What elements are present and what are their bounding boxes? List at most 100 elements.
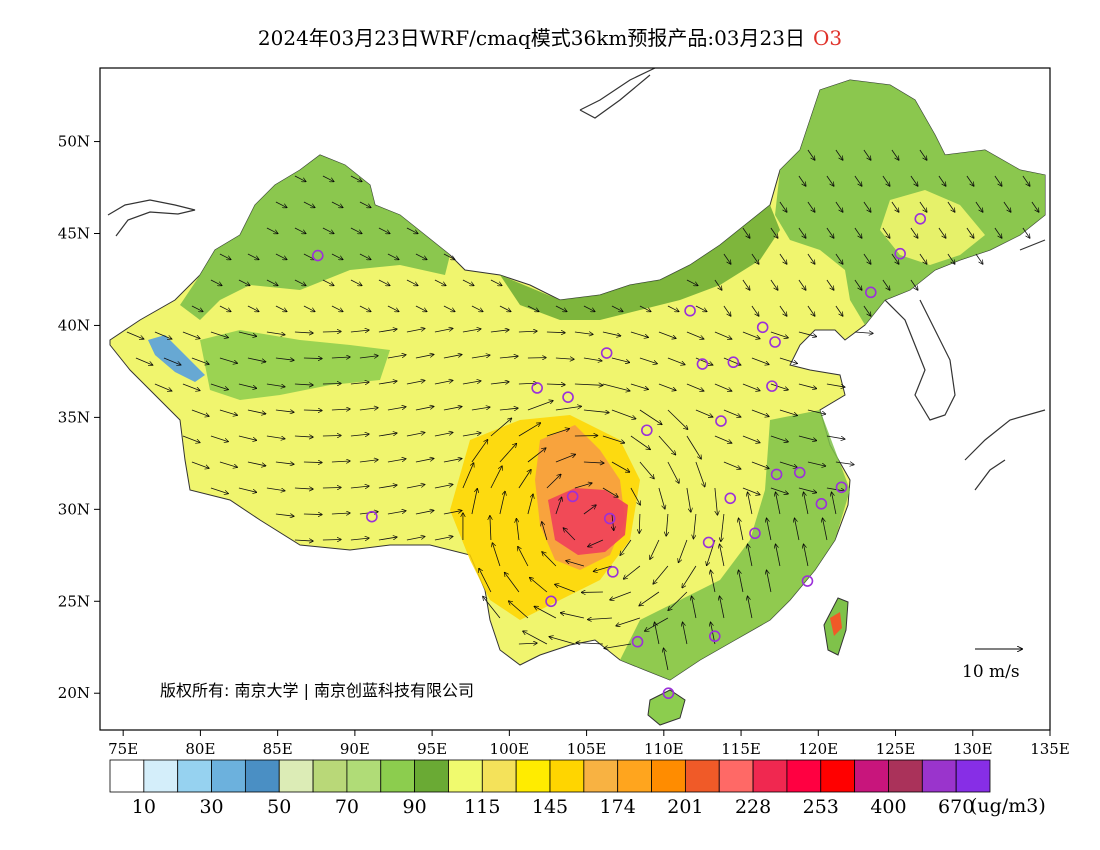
wind-vector — [322, 383, 341, 384]
wind-vector — [294, 332, 313, 333]
wind-vector — [518, 470, 531, 489]
lon-tick-label: 130E — [953, 740, 993, 758]
wind-vector — [294, 175, 306, 181]
station-marker — [769, 336, 781, 348]
wind-vector — [639, 461, 654, 479]
wind-vector — [826, 227, 834, 238]
wind-vector — [322, 331, 341, 332]
wind-vector — [303, 462, 322, 463]
wind-vector — [303, 514, 322, 515]
lat-tick-label: 30N — [58, 500, 90, 518]
wind-vector — [534, 606, 557, 619]
wind-vector — [882, 279, 890, 290]
lat-tick-label: 40N — [58, 316, 90, 334]
colorbar-swatch — [481, 759, 517, 793]
wind-vector-field — [126, 149, 1039, 671]
wind-vector — [807, 201, 815, 212]
wind-vector — [219, 253, 231, 259]
wind-vector — [667, 409, 688, 429]
wind-vector — [863, 305, 871, 316]
wind-vector — [527, 305, 539, 311]
lat-tick-label: 20N — [58, 684, 90, 702]
wind-vector — [807, 149, 815, 160]
wind-vector — [406, 329, 425, 333]
wind-vector — [238, 383, 256, 388]
wind-vector — [434, 279, 446, 285]
wind-vector — [714, 383, 732, 391]
wind-vector — [714, 435, 732, 443]
wind-vector — [739, 518, 744, 541]
wind-vector — [490, 418, 511, 437]
wind-vector — [807, 305, 815, 316]
wind-vector — [516, 519, 520, 541]
lon-tick-label: 100E — [490, 740, 530, 758]
wind-vector — [798, 175, 806, 186]
wind-vector — [576, 643, 603, 644]
wind-vector — [835, 149, 843, 160]
wind-vector — [523, 631, 548, 645]
taiwan-hotspot — [830, 612, 842, 636]
station-marker — [662, 687, 675, 700]
lon-tick-label: 95E — [417, 740, 447, 758]
wind-vector — [583, 505, 596, 515]
wind-vector — [630, 331, 648, 337]
lat-tick-label: 45N — [58, 225, 90, 243]
latitude-axis: 20N 25N 30N 35N 40N 45N 50N — [58, 133, 100, 702]
wind-vector — [406, 381, 425, 385]
wind-vector — [275, 514, 294, 516]
lon-tick-label: 85E — [263, 740, 293, 758]
wind-vector — [191, 409, 209, 416]
station-marker — [865, 286, 877, 299]
wind-vector — [303, 358, 322, 359]
city-station-markers — [312, 212, 927, 700]
wind-vector — [798, 435, 816, 441]
colorbar-label: 201 — [667, 796, 703, 818]
wind-vector — [1003, 201, 1011, 212]
wind-vector — [798, 487, 816, 493]
wind-vector — [947, 253, 955, 264]
japan-coastline — [964, 239, 1046, 491]
wind-vector — [247, 461, 266, 466]
station-marker — [894, 247, 906, 260]
wind-vector — [682, 565, 697, 588]
wind-vector — [499, 492, 505, 515]
wind-vector — [776, 492, 781, 515]
colorbar-swatch — [820, 759, 856, 793]
wind-vector — [182, 435, 200, 442]
station-marker — [708, 630, 721, 643]
wind-vector — [583, 409, 609, 413]
wind-vector — [350, 538, 369, 540]
station-marker — [801, 575, 814, 587]
wind-vector — [714, 279, 722, 290]
lon-tick-label: 125E — [876, 740, 916, 758]
wind-vector — [322, 175, 334, 181]
wind-vector — [1022, 227, 1030, 238]
map-frame — [99, 67, 1051, 731]
wind-vector — [975, 253, 983, 264]
wind-vector — [182, 331, 200, 338]
wind-vector — [658, 435, 676, 455]
wind-vector — [471, 440, 488, 463]
wind-vector — [415, 406, 434, 411]
wind-vector — [555, 406, 581, 411]
wind-vector — [779, 461, 797, 467]
wind-vector — [275, 305, 287, 311]
colorbar-swatch — [955, 759, 991, 793]
station-marker — [641, 424, 653, 437]
wind-vector — [678, 539, 688, 562]
wind-vector — [490, 330, 509, 332]
station-marker — [770, 468, 783, 481]
wind-vector — [443, 305, 455, 311]
colorbar-swatch — [684, 759, 720, 793]
wind-vector — [490, 516, 491, 541]
wind-vector — [795, 518, 800, 541]
wind-vector — [711, 570, 716, 593]
colorbar-label: 670 — [938, 796, 974, 818]
wind-vector — [483, 597, 501, 619]
wind-vector — [658, 487, 665, 509]
yellow-patch-northeast — [880, 190, 985, 265]
title-text: 2024年03月23日WRF/cmaq模式36km预报产品:03月23日 — [257, 26, 805, 50]
wind-vector — [714, 487, 718, 515]
wind-vector — [748, 596, 753, 619]
